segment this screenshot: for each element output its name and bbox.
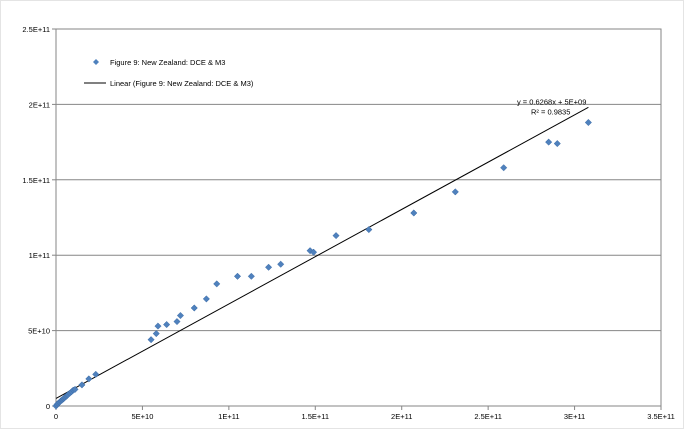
x-tick-label: 1E+11	[218, 412, 239, 421]
data-point	[233, 272, 242, 280]
data-point	[78, 381, 86, 389]
y-tick-label: 0	[46, 402, 50, 411]
data-point	[451, 188, 459, 196]
data-point	[277, 260, 285, 268]
x-tick-label: 0	[54, 412, 58, 421]
data-point	[190, 304, 198, 312]
legend-marker-diamond	[93, 59, 99, 65]
data-points	[52, 118, 592, 410]
data-point	[306, 247, 314, 255]
data-point	[500, 164, 508, 172]
data-point	[310, 248, 318, 256]
trendline	[55, 106, 589, 399]
data-point	[584, 118, 592, 127]
data-point	[213, 280, 221, 288]
data-point	[410, 209, 418, 217]
data-point	[247, 272, 255, 280]
axes	[52, 28, 662, 410]
trendline-group	[55, 106, 589, 399]
data-point	[265, 263, 273, 271]
data-point	[152, 330, 160, 338]
y-tick-label: 2E+11	[29, 100, 50, 109]
x-tick-label: 3.5E+11	[647, 412, 675, 421]
x-tick-label: 2E+11	[391, 412, 412, 421]
data-point	[553, 140, 561, 148]
data-point	[85, 375, 93, 383]
data-point	[332, 232, 340, 240]
x-tick-label: 2.5E+11	[474, 412, 502, 421]
data-point	[71, 385, 79, 393]
legend: Figure 9: New Zealand: DCE & M3 Linear (…	[84, 58, 254, 88]
x-tick-label: 3E+11	[564, 412, 585, 421]
data-point	[163, 321, 171, 329]
tick-labels: 0 5E+10 1E+11 1.5E+11 2E+11 2.5E+11 3E+11 3.5E+…	[22, 25, 674, 421]
data-point	[545, 138, 553, 146]
data-point	[147, 336, 155, 344]
x-tick-label: 1.5E+11	[301, 412, 329, 421]
data-point	[173, 317, 181, 326]
trendline-r2-label: R² = 0.9835	[531, 107, 570, 116]
data-point	[92, 370, 100, 378]
data-point	[365, 226, 373, 234]
data-point	[176, 311, 185, 320]
legend-series-label: Figure 9: New Zealand: DCE & M3	[110, 58, 225, 67]
legend-trendline-label: Linear (Figure 9: New Zealand: DCE & M3)	[110, 79, 254, 88]
trendline-equation-label: y = 0.6268x + 5E+09	[517, 97, 586, 106]
x-tick-label: 5E+10	[131, 412, 153, 421]
y-tick-label: 5E+10	[28, 327, 50, 336]
data-point	[154, 322, 162, 330]
y-tick-label: 1.5E+11	[22, 176, 50, 185]
y-tick-label: 2.5E+11	[22, 25, 50, 34]
y-tick-label: 1E+11	[29, 251, 50, 260]
data-point	[202, 295, 210, 303]
